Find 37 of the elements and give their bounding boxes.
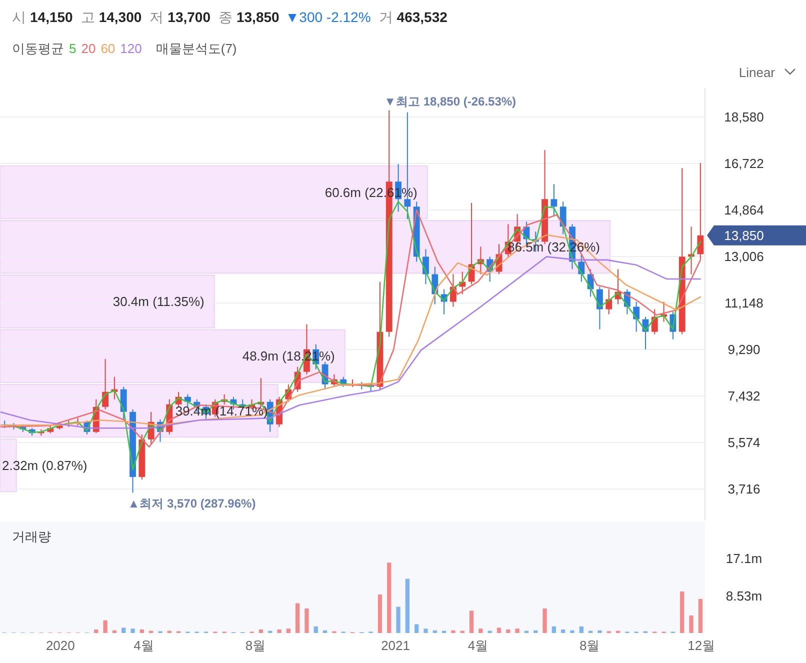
legend-title: 이동평균: [12, 41, 64, 56]
text: 5: [69, 41, 76, 56]
y-tick-label: 11,148: [724, 296, 764, 311]
text: 120: [120, 41, 142, 56]
annotation: ▼최고 18,850 (-26.53%): [384, 94, 516, 108]
y-tick-label: 7,432: [728, 388, 760, 404]
y-tick-label: 13,006: [724, 249, 764, 264]
text: Linear: [738, 65, 776, 80]
y-tick-label: 8.53m: [726, 588, 762, 604]
data-label: 30.4m (11.35%): [112, 294, 204, 310]
y-tick-label: 14,864: [724, 202, 764, 218]
x-tick-label: 8월: [245, 638, 266, 653]
x-tick-label: 4월: [468, 638, 488, 653]
text: 거 463,532: [378, 9, 448, 25]
x-tick-label: 2021: [381, 638, 410, 653]
x-tick-label: 4월: [134, 638, 154, 653]
x-tick-label: 2020: [46, 638, 75, 653]
text: 거래량: [12, 529, 51, 544]
text: 종 13,850: [218, 9, 280, 25]
text: 시 14,150: [12, 9, 74, 25]
y-tick-label: 16,722: [724, 156, 764, 172]
x-tick-label: 8월: [580, 638, 600, 653]
y-tick-label: 17.1m: [726, 550, 762, 566]
text: 고 14,300: [80, 9, 142, 25]
text: 60: [100, 41, 116, 56]
y-tick-label: 18,580: [724, 110, 764, 125]
text: 저 13,700: [150, 9, 211, 25]
x-tick-label: 12월: [688, 638, 716, 653]
y-tick-label: 3,716: [728, 482, 760, 497]
annotation: 13,850: [724, 228, 764, 243]
text: 20: [81, 41, 96, 56]
data-label: 2.32m (0.87%): [2, 458, 88, 473]
text: ▼300 -2.12%: [285, 9, 371, 25]
text: 매물분석도(7): [156, 41, 237, 56]
annotation: ▲최저 3,570 (287.96%): [128, 496, 256, 511]
y-tick-label: 5,574: [728, 435, 760, 450]
y-tick-label: 9,290: [728, 342, 760, 358]
